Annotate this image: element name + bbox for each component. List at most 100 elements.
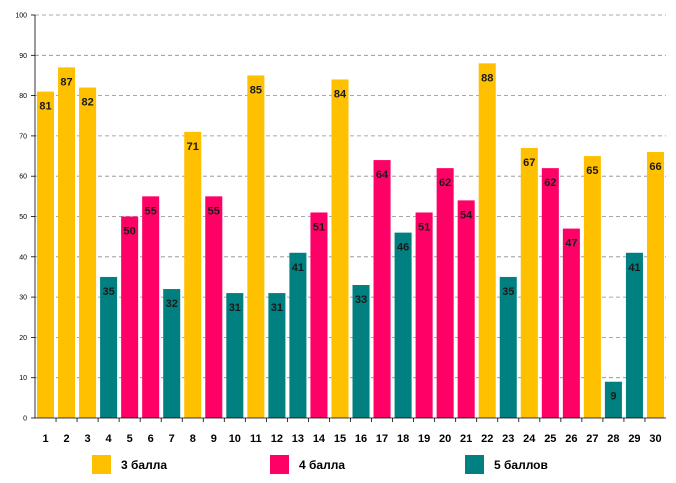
data-label-21: 54	[460, 209, 473, 221]
legend-swatch-4	[270, 455, 289, 474]
legend-swatch-3	[92, 455, 111, 474]
data-label-10: 31	[229, 302, 241, 314]
y-axis: 0 10 20 30 40 50 60 70 80 90 100	[15, 13, 36, 423]
x-tick-label-5: 5	[127, 433, 133, 445]
bar-12	[268, 293, 286, 418]
data-label-6: 55	[145, 205, 157, 217]
bar-6	[142, 196, 160, 418]
x-tick-label-1: 1	[42, 433, 48, 445]
legend-item-5: 5 баллов	[465, 455, 548, 474]
data-label-22: 88	[481, 72, 493, 84]
bar-7	[163, 289, 181, 418]
bar-18	[394, 232, 412, 418]
data-label-8: 71	[187, 141, 199, 153]
data-label-16: 33	[355, 294, 367, 306]
bar-5	[121, 216, 139, 418]
x-tick-label-30: 30	[649, 433, 661, 445]
data-label-25: 62	[544, 177, 556, 189]
x-tick-label-8: 8	[190, 433, 196, 445]
x-tick-label-25: 25	[544, 433, 556, 445]
y-tick-label: 10	[19, 375, 27, 382]
bar-23	[499, 276, 517, 418]
legend-swatch-5	[465, 455, 484, 474]
legend-label-4: 4 балла	[299, 457, 346, 472]
bar-2	[58, 67, 76, 418]
gridlines	[35, 14, 666, 379]
x-tick-label-9: 9	[211, 433, 217, 445]
x-tick-label-28: 28	[607, 433, 619, 445]
data-label-17: 64	[376, 169, 389, 181]
data-label-11: 85	[250, 84, 262, 96]
data-label-18: 46	[397, 242, 409, 254]
y-tick-label: 40	[19, 254, 27, 261]
y-tick-label: 100	[15, 13, 27, 20]
bar-11	[247, 75, 265, 418]
data-label-26: 47	[565, 238, 577, 250]
y-tick-label: 20	[19, 335, 27, 342]
bars	[36, 63, 665, 419]
bar-25	[541, 168, 559, 418]
x-tick-label-26: 26	[565, 433, 577, 445]
data-label-30: 66	[649, 161, 661, 173]
bar-21	[457, 200, 475, 418]
data-label-15: 84	[334, 88, 347, 100]
legend-item-3: 3 балла	[92, 455, 167, 474]
x-tick-label-2: 2	[63, 433, 69, 445]
legend-item-4: 4 балла	[270, 455, 345, 474]
bar-9	[205, 196, 223, 418]
x-tick-label-23: 23	[502, 433, 514, 445]
data-label-19: 51	[418, 221, 430, 233]
bar-22	[478, 63, 496, 419]
bar-16	[352, 285, 370, 418]
x-tick-label-7: 7	[169, 433, 175, 445]
bar-15	[331, 79, 349, 418]
bar-10	[226, 293, 244, 418]
x-tick-label-16: 16	[355, 433, 367, 445]
data-label-29: 41	[628, 262, 640, 274]
bar-27	[583, 156, 601, 419]
bar-30	[646, 152, 665, 418]
legend-label-3: 3 балла	[121, 457, 168, 472]
data-label-3: 82	[81, 97, 93, 109]
bar-24	[520, 147, 538, 419]
x-tick-label-21: 21	[460, 433, 472, 445]
y-tick-label: 60	[19, 174, 27, 181]
x-axis: 1 2 3 4 5 6 7 8 9 10 11 12 13 14 15 16 17 18 19 20 21 22 23 24 2…	[35, 417, 666, 445]
x-tick-label-13: 13	[292, 433, 304, 445]
y-tick-label: 80	[19, 93, 27, 100]
bar-28	[604, 381, 622, 418]
x-tick-label-29: 29	[628, 433, 640, 445]
data-label-9: 55	[208, 205, 220, 217]
data-label-24: 67	[523, 157, 535, 169]
x-tick-label-6: 6	[148, 433, 154, 445]
y-tick-label: 90	[19, 53, 27, 60]
x-tick-label-10: 10	[229, 433, 241, 445]
x-tick-label-27: 27	[586, 433, 598, 445]
bar-14	[310, 212, 328, 418]
bar-19	[415, 212, 433, 418]
data-label-20: 62	[439, 177, 451, 189]
data-label-2: 87	[60, 76, 72, 88]
data-label-5: 50	[124, 226, 136, 238]
bar-8	[184, 131, 202, 418]
data-label-1: 81	[39, 101, 51, 113]
x-tick-label-14: 14	[313, 433, 326, 445]
data-label-12: 31	[271, 302, 283, 314]
x-tick-label-18: 18	[397, 433, 409, 445]
data-label-14: 51	[313, 221, 325, 233]
bar-20	[436, 168, 454, 418]
x-tick-label-24: 24	[523, 433, 536, 445]
bar-17	[373, 160, 391, 418]
bar-26	[562, 228, 580, 418]
y-tick-label: 30	[19, 295, 27, 302]
data-label-4: 35	[102, 286, 114, 298]
bar-1	[36, 91, 55, 418]
data-labels: 81 87 82 35 50 55 32 71 55 31 85 31 41 51 84 33 64 46 51 62…	[39, 72, 661, 402]
data-label-13: 41	[292, 262, 304, 274]
data-label-28: 9	[610, 391, 616, 403]
bar-29	[625, 252, 643, 418]
x-tick-label-17: 17	[376, 433, 388, 445]
x-tick-label-11: 11	[250, 433, 262, 445]
data-label-23: 35	[502, 286, 514, 298]
